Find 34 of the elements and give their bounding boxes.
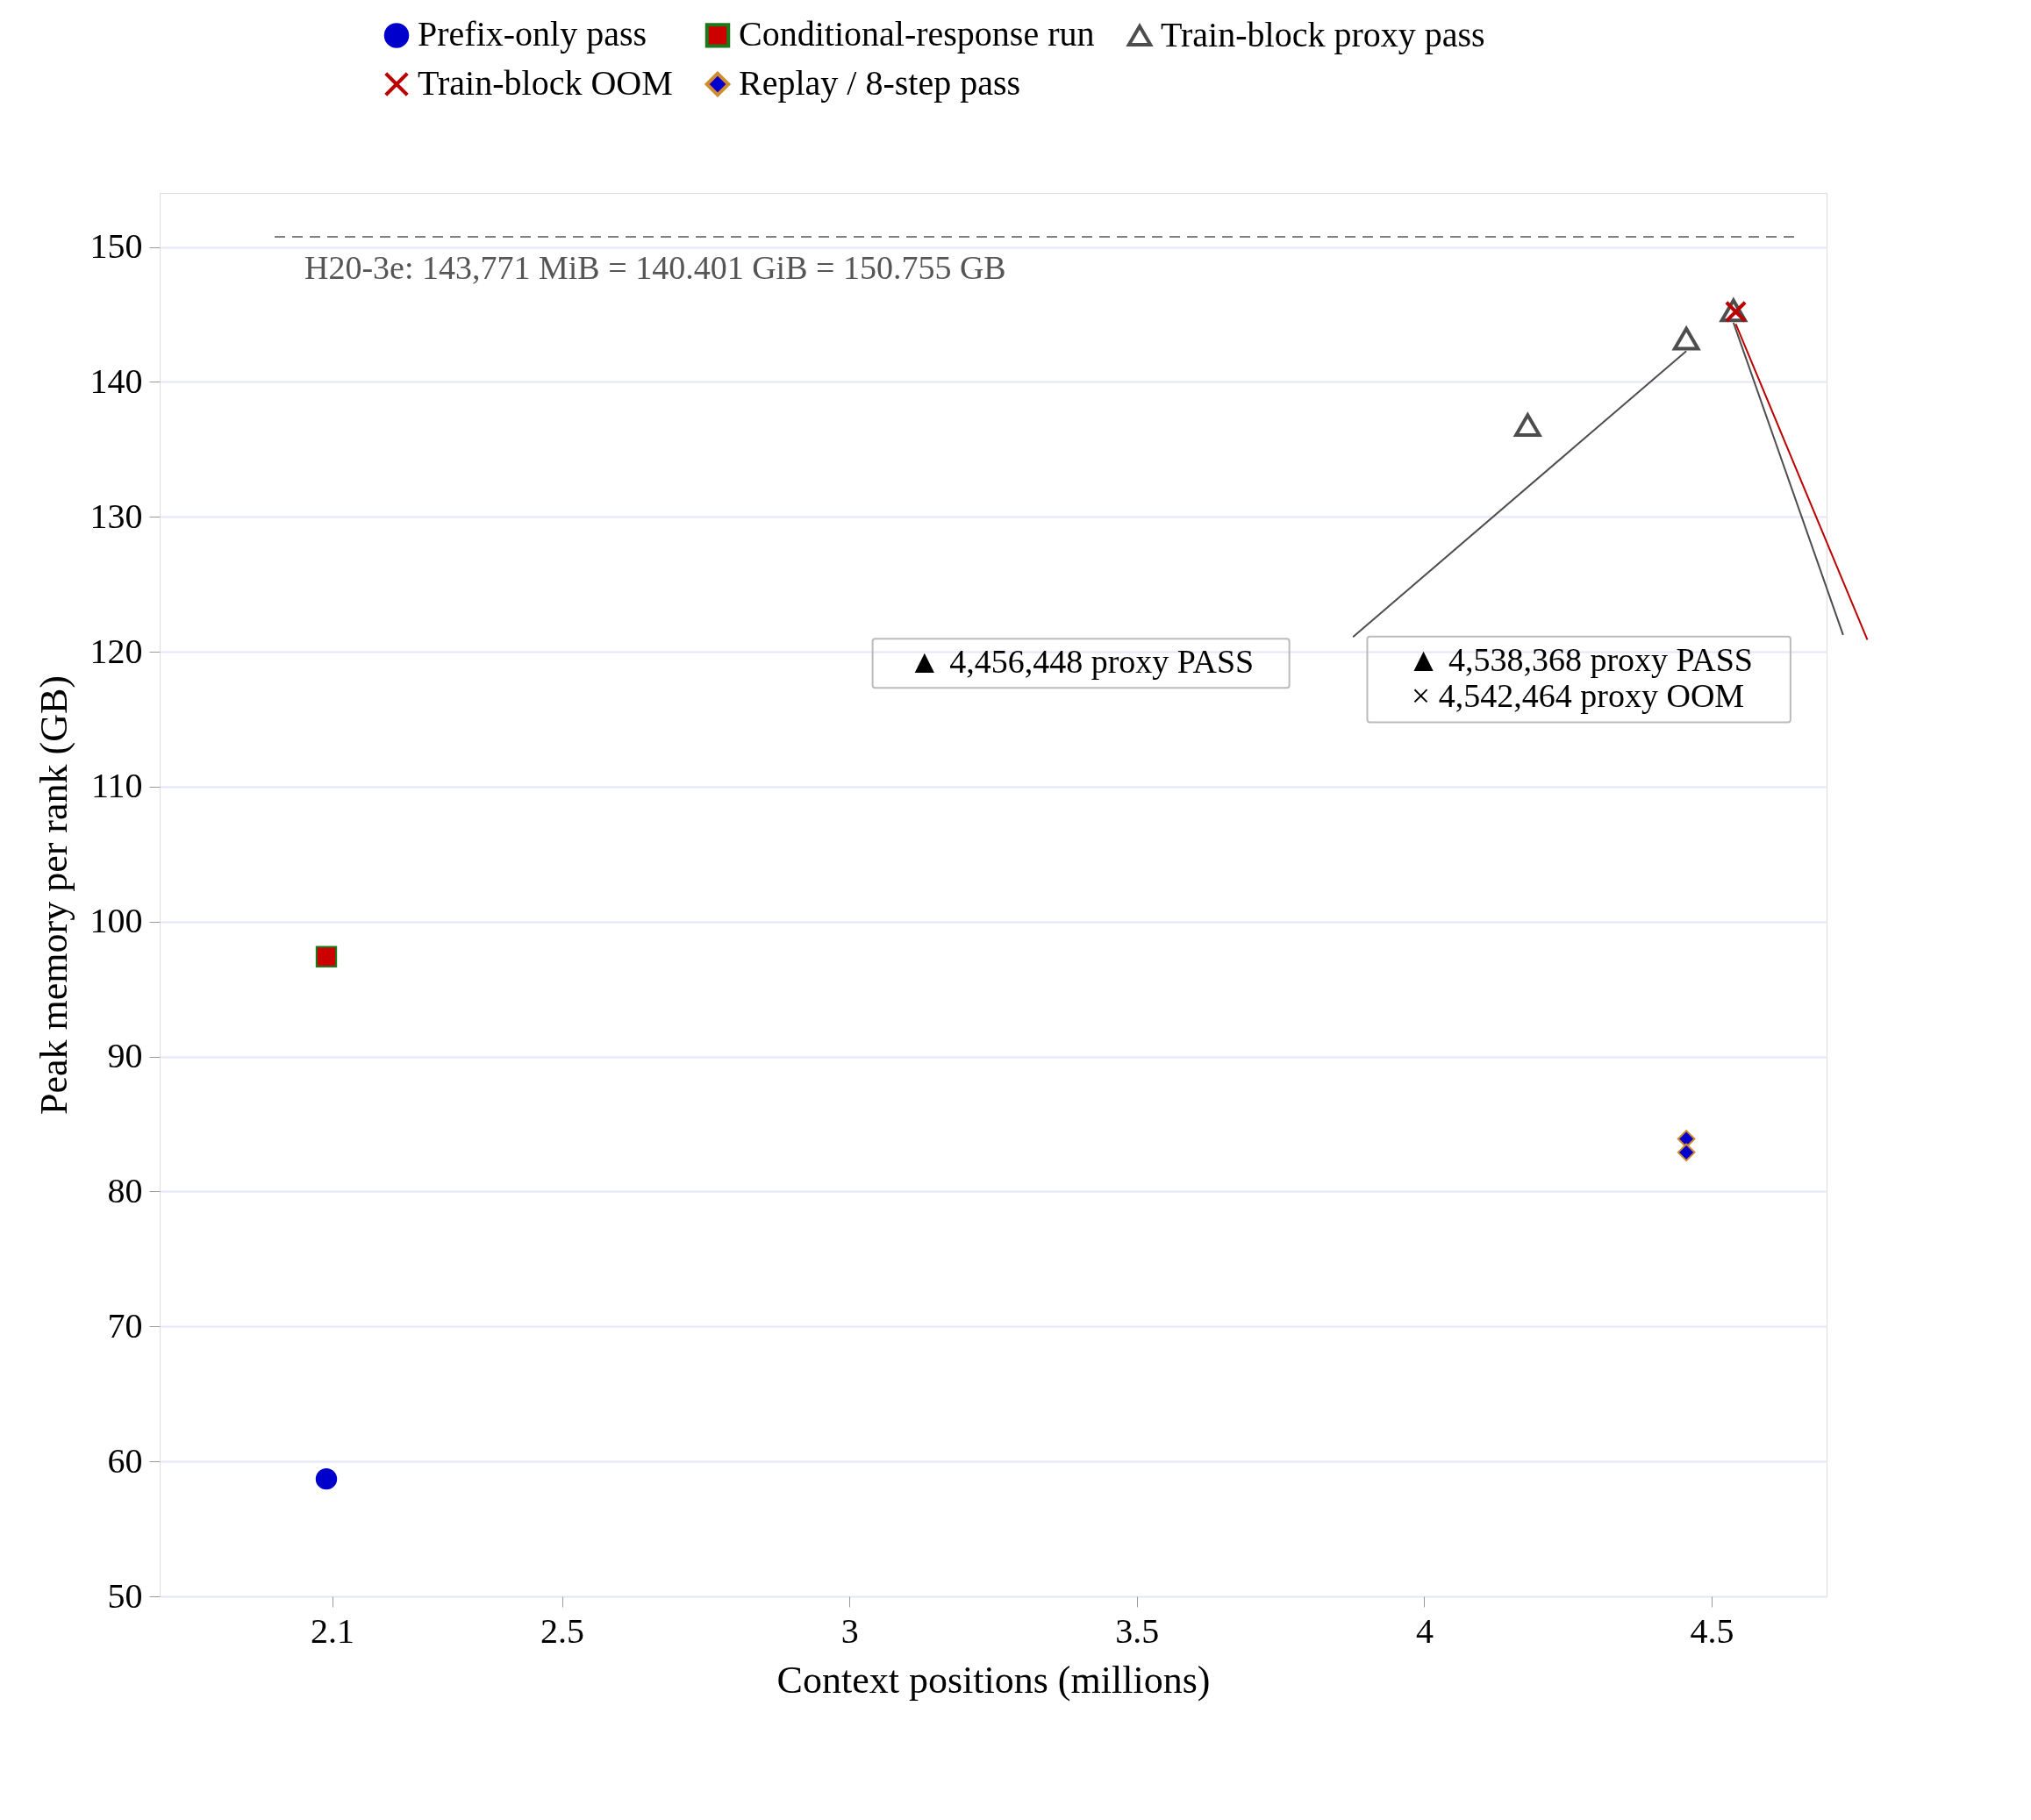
x-tick-label: 3: [840, 1610, 859, 1651]
legend-label: Conditional-response run: [739, 14, 1095, 54]
annotation: × 4,542,464 proxy OOM: [1411, 677, 1745, 715]
y-tick-label: 150: [89, 226, 143, 267]
y-tick-label: 140: [89, 360, 143, 401]
legend-label: Replay / 8-step pass: [739, 63, 1021, 103]
y-tick-label: 60: [107, 1440, 143, 1481]
ref-line-label: H20-3e: 143,771 MiB = 140.401 GiB = 150.755 GB: [304, 248, 1006, 286]
annotation: ▲ 4,538,368 proxy PASS: [1406, 640, 1753, 678]
y-tick-label: 50: [107, 1575, 143, 1616]
x-tick-label: 3.5: [1115, 1610, 1160, 1651]
point: [1677, 1130, 1696, 1148]
x-axis-title: Context positions (millions): [776, 1658, 1211, 1702]
y-axis-title: Peak memory per rank (GB): [32, 675, 75, 1115]
y-tick-label: 130: [89, 496, 143, 536]
legend-label: Train-block OOM: [418, 63, 673, 103]
y-tick-label: 110: [90, 766, 143, 806]
y-tick-label: 70: [107, 1305, 143, 1345]
y-tick-label: 90: [107, 1036, 143, 1076]
x-tick-label: 4.5: [1690, 1610, 1734, 1651]
point: [315, 946, 338, 967]
y-tick-label: 100: [89, 901, 143, 941]
x-tick-label: 2.1: [311, 1610, 355, 1651]
y-tick-label: 80: [107, 1170, 143, 1210]
legend-label: Train-block proxy pass: [1161, 14, 1485, 54]
legend-label: Prefix-only pass: [418, 14, 647, 54]
annotation: ▲ 4,456,448 proxy PASS: [908, 643, 1255, 681]
point: [1514, 413, 1541, 438]
x-tick-label: 2.5: [540, 1610, 585, 1651]
point: [1677, 1143, 1696, 1162]
point: [315, 1468, 338, 1490]
y-tick-label: 120: [89, 631, 143, 671]
point: [1671, 325, 1701, 351]
x-tick-label: 4: [1415, 1610, 1434, 1651]
